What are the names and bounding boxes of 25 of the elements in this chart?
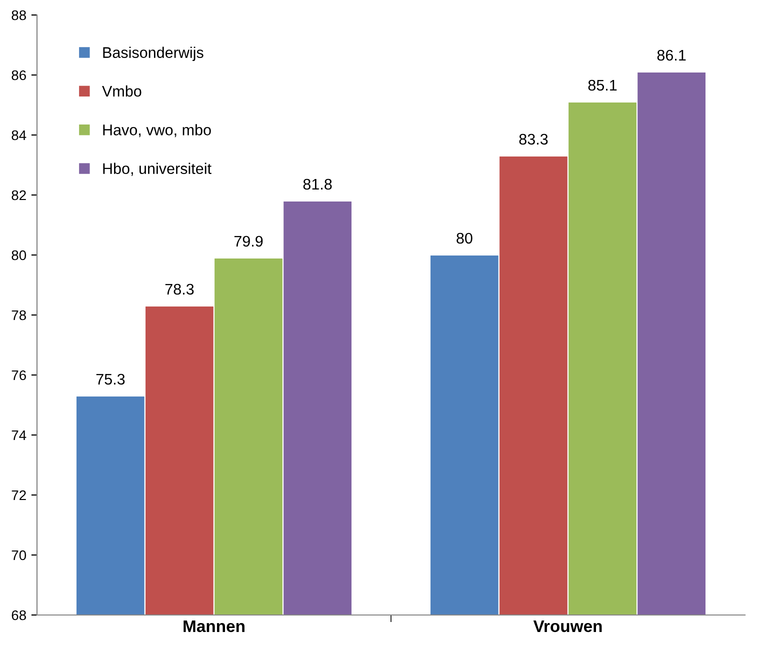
y-tick-label: 72 (12, 490, 26, 500)
y-tick-label: 68 (12, 610, 26, 620)
y-tick-label: 78 (12, 310, 26, 320)
y-tick-label: 80 (12, 250, 26, 260)
y-tick-label: 74 (12, 430, 26, 440)
data-label: 79.9 (234, 236, 263, 247)
y-tick-label: 88 (12, 10, 26, 20)
data-label: 83.3 (519, 134, 548, 145)
data-label: 78.3 (165, 284, 194, 295)
data-label: 85.1 (588, 80, 617, 91)
y-tick-label: 76 (12, 370, 26, 380)
data-label: 80 (456, 232, 472, 244)
legend-label: Havo, vwo, mbo (103, 124, 211, 138)
x-tick-label: Mannen (184, 620, 244, 632)
y-tick-label: 84 (12, 130, 26, 140)
y-tick-label: 70 (12, 550, 26, 560)
data-label: 81.8 (303, 178, 332, 190)
x-tick-label: Vrouwen (533, 620, 602, 632)
legend-label: Hbo, universiteit (103, 162, 212, 176)
y-tick-label: 82 (12, 190, 26, 200)
data-label: 75.3 (96, 374, 125, 385)
y-tick-label: 86 (12, 70, 26, 80)
legend-label: Vmbo (102, 85, 142, 97)
legend-label: Basisonderwijs (103, 46, 204, 61)
data-label: 86.1 (657, 50, 686, 61)
